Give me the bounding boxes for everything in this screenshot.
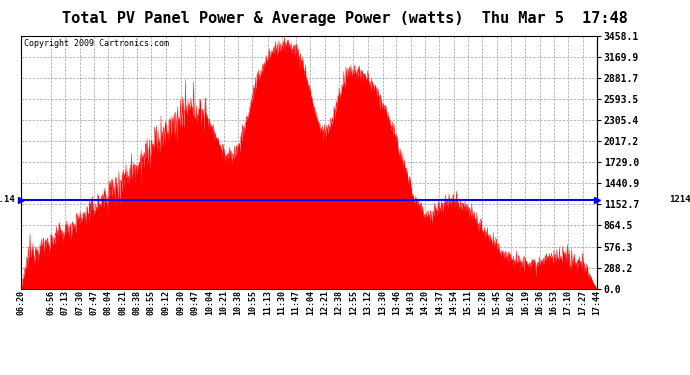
Text: Copyright 2009 Cartronics.com: Copyright 2009 Cartronics.com: [23, 39, 168, 48]
Text: Total PV Panel Power & Average Power (watts)  Thu Mar 5  17:48: Total PV Panel Power & Average Power (wa…: [62, 11, 628, 26]
Text: 1214.14: 1214.14: [669, 195, 690, 204]
Text: 1214.14: 1214.14: [0, 195, 15, 204]
